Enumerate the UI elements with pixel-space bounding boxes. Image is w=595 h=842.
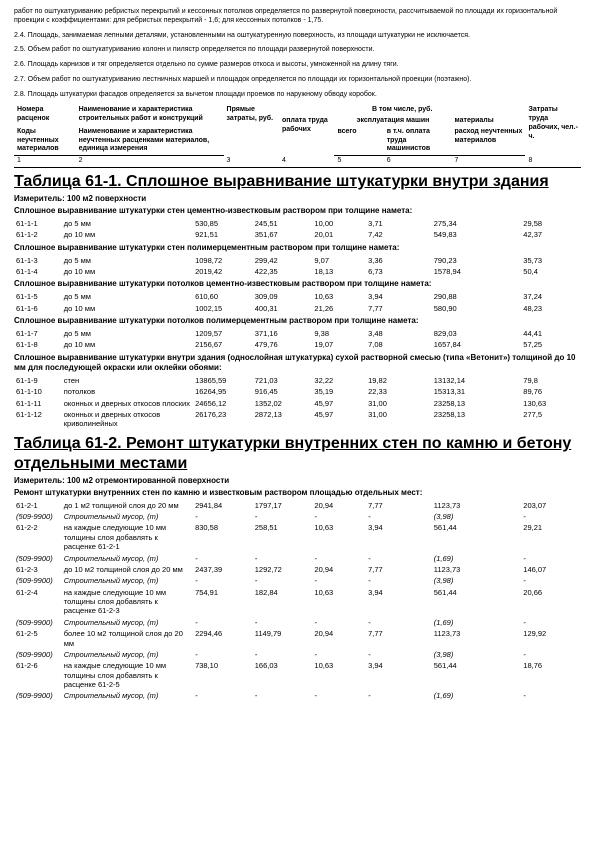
table-row: 61-1-1до 5 мм530,85245,5110,003,71275,34… — [14, 218, 581, 229]
table-2-measure: Измеритель: 100 м2 отремонтированной пов… — [14, 476, 581, 486]
data-rows: 61-1-5до 5 мм610,60309,0910,633,94290,88… — [14, 291, 581, 314]
table-row: 61-1-3до 5 мм1098,72299,429,073,36790,23… — [14, 255, 581, 266]
paragraph: работ по оштукатуриванию ребристых перек… — [14, 8, 581, 26]
paragraph: 2.4. Площадь, занимаемая лепными деталям… — [14, 32, 581, 41]
table-row: (509-9900)Строительный мусор, (т)----(3,… — [14, 575, 581, 586]
table-row: (509-9900)Строительный мусор, (т)----(1,… — [14, 690, 581, 701]
table-2-body: 61-2-1до 1 м2 толщиной слоя до 20 мм2941… — [14, 500, 581, 702]
paragraph: 2.7. Объем работ по оштукатуриванию лест… — [14, 76, 581, 85]
paragraph: 2.6. Площадь карнизов и тяг определяется… — [14, 61, 581, 70]
table-row: (509-9900)Строительный мусор, (т)----(1,… — [14, 553, 581, 564]
table-row: 61-2-1до 1 м2 толщиной слоя до 20 мм2941… — [14, 500, 581, 511]
table-row: 61-2-3до 10 м2 толщиной слоя до 20 мм243… — [14, 564, 581, 575]
table-row: 61-1-4до 10 мм2019,42422,3518,136,731578… — [14, 266, 581, 277]
table-1-body: Сплошное выравнивание штукатурки стен це… — [14, 206, 581, 430]
group-heading: Сплошное выравнивание штукатурки стен це… — [14, 206, 581, 216]
data-rows: 61-1-3до 5 мм1098,72299,429,073,36790,23… — [14, 255, 581, 278]
table-row: (509-9900)Строительный мусор, (т)----(3,… — [14, 511, 581, 522]
table-row: 61-1-10потолков16264,95916,4535,1922,331… — [14, 386, 581, 397]
table-row: 61-1-6до 10 мм1002,15400,3121,267,77580,… — [14, 303, 581, 314]
table-row: 61-1-7до 5 мм1209,57371,169,383,48829,03… — [14, 328, 581, 339]
group-heading: Сплошное выравнивание штукатурки потолко… — [14, 316, 581, 326]
table-1-measure: Измеритель: 100 м2 поверхности — [14, 194, 581, 204]
table-row: 61-1-9стен13865,59721,0332,2219,8213132,… — [14, 375, 581, 386]
header-table: Номера расценок Наименование и характери… — [14, 105, 581, 168]
table-row: 61-2-5более 10 м2 толщиной слоя до 20 мм… — [14, 628, 581, 649]
paragraph: 2.8. Площадь штукатурки фасадов определя… — [14, 91, 581, 100]
table-2-title: Таблица 61-2. Ремонт штукатурки внутренн… — [14, 434, 581, 474]
table-2-subhead: Ремонт штукатурки внутренних стен по кам… — [14, 488, 581, 498]
group-heading: Сплошное выравнивание штукатурки потолко… — [14, 279, 581, 289]
table-row: (509-9900)Строительный мусор, (т)----(1,… — [14, 617, 581, 628]
table-row: 61-1-12оконных и дверных откосов криволи… — [14, 409, 581, 430]
group-heading: Сплошное выравнивание штукатурки внутри … — [14, 353, 581, 373]
data-rows: 61-1-1до 5 мм530,85245,5110,003,71275,34… — [14, 218, 581, 241]
intro-paragraphs: работ по оштукатуриванию ребристых перек… — [14, 8, 581, 99]
group-heading: Сплошное выравнивание штукатурки стен по… — [14, 243, 581, 253]
table-row: 61-1-8до 10 мм2156,67479,7619,077,081657… — [14, 339, 581, 350]
table-row: 61-2-6на каждые следующие 10 мм толщины … — [14, 660, 581, 690]
table-1-title: Таблица 61-1. Сплошное выравнивание штук… — [14, 172, 581, 192]
table-row: 61-1-11оконных и дверных откосов плоских… — [14, 398, 581, 409]
data-rows: 61-1-7до 5 мм1209,57371,169,383,48829,03… — [14, 328, 581, 351]
table-row: (509-9900)Строительный мусор, (т)----(3,… — [14, 649, 581, 660]
table-row: 61-1-2до 10 мм921,51351,6720,017,42549,8… — [14, 229, 581, 240]
data-rows: 61-1-9стен13865,59721,0332,2219,8213132,… — [14, 375, 581, 430]
table-row: 61-1-5до 5 мм610,60309,0910,633,94290,88… — [14, 291, 581, 302]
table-row: 61-2-4на каждые следующие 10 мм толщины … — [14, 587, 581, 617]
table-row: 61-2-2на каждые следующие 10 мм толщины … — [14, 522, 581, 552]
paragraph: 2.5. Объем работ по оштукатуриванию коло… — [14, 46, 581, 55]
